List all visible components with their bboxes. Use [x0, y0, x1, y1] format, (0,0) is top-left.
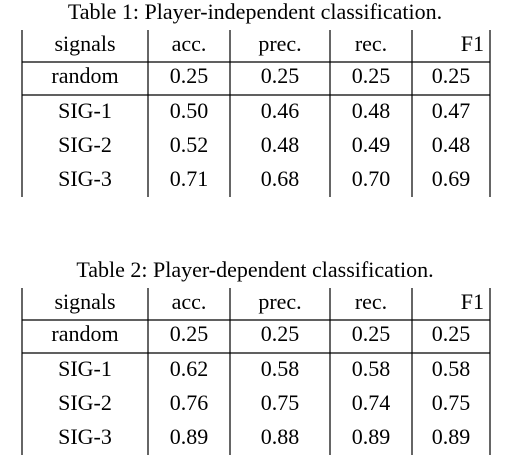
row-label: random — [51, 63, 118, 88]
header-cell: signals — [54, 289, 115, 314]
header-cell: F1 — [461, 289, 484, 314]
header-cell: rec. — [355, 31, 387, 56]
table-cell: 0.48 — [352, 98, 391, 123]
row-label: SIG-1 — [58, 356, 112, 381]
header-cell: acc. — [172, 289, 207, 314]
header-cell: acc. — [172, 31, 207, 56]
table-cell: 0.71 — [170, 166, 209, 191]
table-cell: 0.75 — [432, 390, 471, 415]
header-cell: signals — [54, 31, 115, 56]
table-cell: 0.25 — [261, 63, 300, 88]
table-cell: 0.74 — [352, 390, 391, 415]
table-cell: 0.50 — [170, 98, 209, 123]
row-label: SIG-3 — [58, 166, 112, 191]
table-caption: Table 1: Player-independent classificati… — [68, 0, 442, 24]
row-label: SIG-2 — [58, 132, 112, 157]
table-cell: 0.70 — [352, 166, 391, 191]
row-label: SIG-1 — [58, 98, 112, 123]
table-cell: 0.25 — [432, 63, 471, 88]
table-cell: 0.48 — [261, 132, 300, 157]
table-cell: 0.89 — [170, 424, 209, 449]
table-cell: 0.25 — [432, 321, 471, 346]
row-label: random — [51, 321, 118, 346]
table-cell: 0.62 — [170, 356, 209, 381]
table-cell: 0.25 — [170, 63, 209, 88]
table-cell: 0.68 — [261, 166, 300, 191]
header-cell: rec. — [355, 289, 387, 314]
table-cell: 0.89 — [432, 424, 471, 449]
table-cell: 0.58 — [352, 356, 391, 381]
table-caption: Table 2: Player-dependent classification… — [76, 257, 433, 282]
table-cell: 0.52 — [170, 132, 209, 157]
table-cell: 0.25 — [170, 321, 209, 346]
header-cell: F1 — [461, 31, 484, 56]
header-cell: prec. — [258, 289, 301, 314]
table-cell: 0.76 — [170, 390, 209, 415]
table-cell: 0.58 — [432, 356, 471, 381]
table-cell: 0.49 — [352, 132, 391, 157]
table-cell: 0.25 — [352, 63, 391, 88]
table-cell: 0.89 — [352, 424, 391, 449]
table-cell: 0.25 — [261, 321, 300, 346]
header-cell: prec. — [258, 31, 301, 56]
table-cell: 0.58 — [261, 356, 300, 381]
table-cell: 0.48 — [432, 132, 471, 157]
row-label: SIG-2 — [58, 390, 112, 415]
table-cell: 0.88 — [261, 424, 300, 449]
table-cell: 0.75 — [261, 390, 300, 415]
row-label: SIG-3 — [58, 424, 112, 449]
table-cell: 0.47 — [432, 98, 471, 123]
table-cell: 0.25 — [352, 321, 391, 346]
table-cell: 0.46 — [261, 98, 300, 123]
table-cell: 0.69 — [432, 166, 471, 191]
